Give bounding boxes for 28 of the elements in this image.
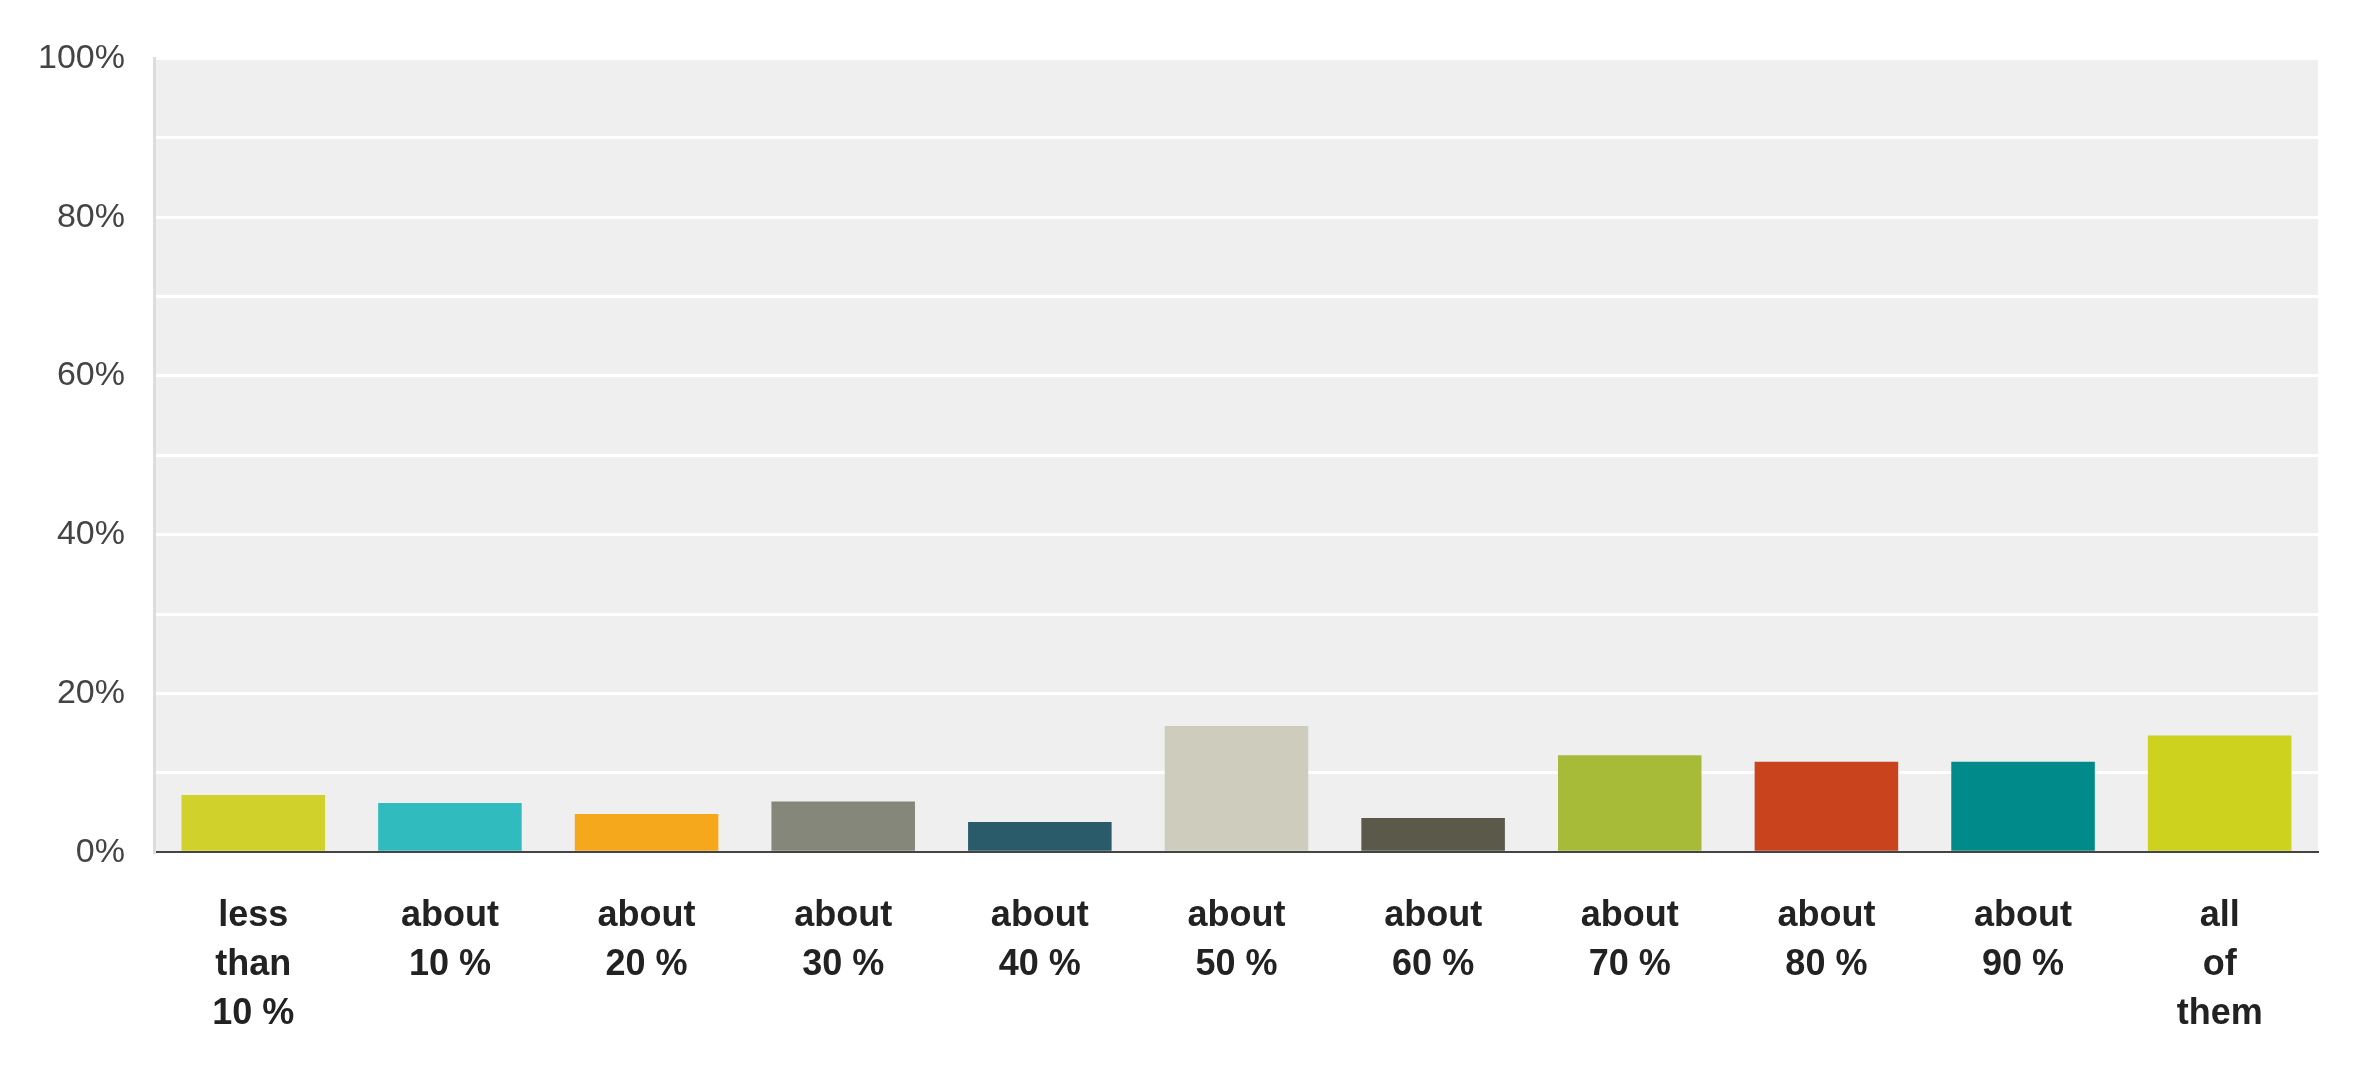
y-tick-label: 20% <box>56 671 125 710</box>
x-tick-label: about 90 % <box>1974 893 2073 984</box>
x-tick-label: about 20 % <box>597 893 696 984</box>
bar <box>771 801 915 851</box>
bar <box>2147 735 2292 851</box>
y-tick-label: 60% <box>56 354 125 393</box>
y-tick-label: 40% <box>56 513 125 552</box>
bar <box>1361 818 1505 851</box>
x-tick-label: about 30 % <box>794 893 893 984</box>
x-tick-label: about 60 % <box>1384 893 1483 984</box>
bar <box>968 822 1112 851</box>
x-tick-label: less than 10 % <box>212 893 295 1032</box>
y-tick-label: 100% <box>37 36 125 75</box>
x-tick-label: about 10 % <box>400 893 499 984</box>
y-tick-label: 80% <box>56 195 125 234</box>
bar <box>1164 725 1309 851</box>
bar <box>378 802 522 851</box>
x-tick-label: about 80 % <box>1777 893 1876 984</box>
x-tick-label: about 70 % <box>1580 893 1679 984</box>
bar <box>1557 755 1702 851</box>
y-tick-label: 0% <box>75 830 125 869</box>
bar <box>1951 761 2095 851</box>
x-tick-label: all of them <box>2176 893 2263 1032</box>
bar <box>574 814 719 851</box>
x-tick-label: about 50 % <box>1187 893 1286 984</box>
bar <box>181 795 326 851</box>
x-tick-label: about 40 % <box>990 893 1089 984</box>
bar <box>1754 761 1899 851</box>
